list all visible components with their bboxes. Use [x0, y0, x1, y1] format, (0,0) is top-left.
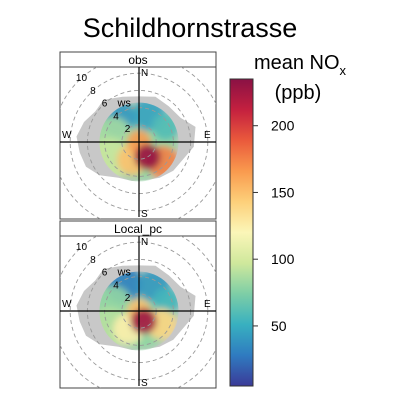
ws-ring-label: 8 [90, 255, 96, 266]
colorbar-tick-label: 100 [271, 251, 295, 267]
ws-ring-label: 2 [125, 293, 131, 304]
ws-ring-label: 10 [76, 73, 88, 84]
colorbar-label: mean NOx [254, 52, 347, 78]
colorbar: mean NOx (ppb) 50 100 150 200 [229, 52, 347, 387]
ws-unit-label: ws [116, 267, 131, 279]
colorbar-tick-label: 50 [271, 318, 287, 334]
direction-label-n: N [141, 68, 148, 79]
ws-ring-label: 4 [113, 280, 119, 291]
ws-ring-label: 8 [90, 86, 96, 97]
ws-unit-label: ws [116, 98, 131, 110]
direction-label-s: S [141, 209, 148, 220]
direction-label-n: N [141, 237, 148, 248]
ws-ring-label: 10 [76, 242, 88, 253]
panel-title: obs [128, 53, 147, 67]
colorbar-unit: (ppb) [275, 82, 322, 104]
ws-ring-label: 2 [125, 124, 131, 135]
panel-title: Local_pc [114, 222, 162, 236]
direction-label-e: E [204, 130, 211, 141]
concentration-hotspot [130, 308, 157, 335]
direction-label-w: W [62, 299, 72, 310]
colorbar-ticks: 50 100 150 200 [253, 118, 295, 334]
ws-ring-label: 6 [102, 268, 108, 279]
direction-label-s: S [141, 378, 148, 389]
colorbar-tick-label: 200 [271, 118, 295, 134]
colorbar-tick-label: 150 [271, 184, 295, 200]
ws-ring-label: 6 [102, 99, 108, 110]
direction-label-w: W [62, 130, 72, 141]
colorbar-bar [229, 78, 254, 387]
direction-label-e: E [204, 299, 211, 310]
chart-title: Schildhornstrasse [83, 13, 298, 43]
ws-ring-label: 4 [113, 111, 119, 122]
concentration-hotspot [99, 138, 130, 180]
